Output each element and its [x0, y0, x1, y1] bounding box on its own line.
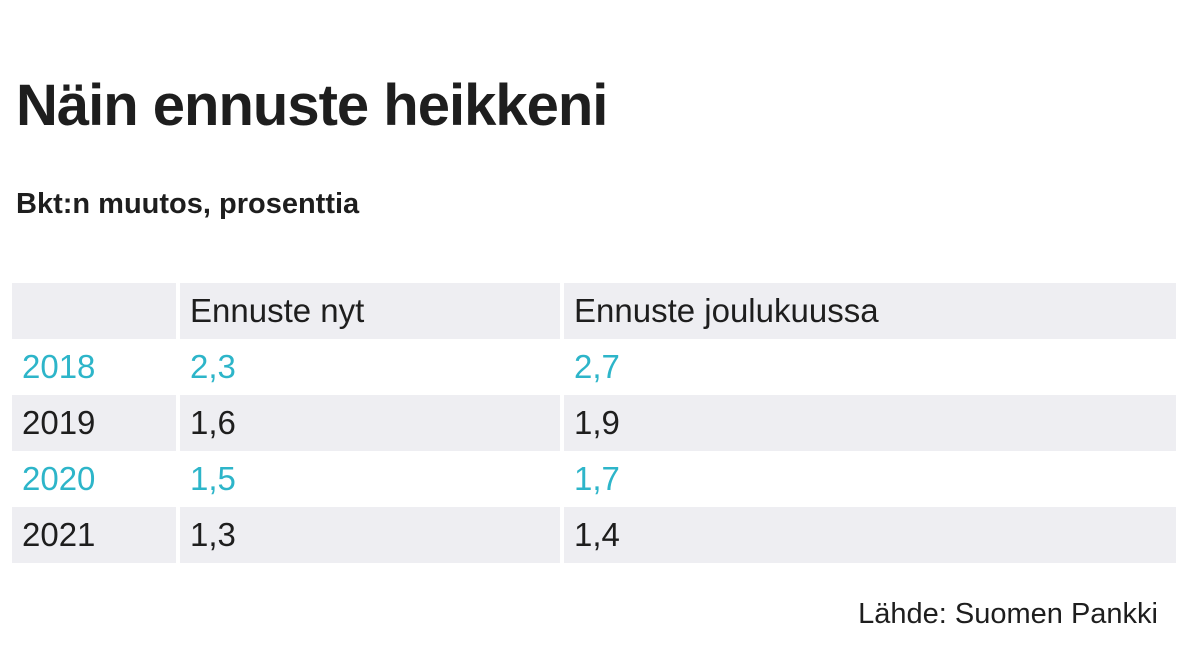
table-row: 2018 2,3 2,7	[12, 339, 1176, 395]
title: Näin ennuste heikkeni	[16, 73, 608, 138]
header-cell: Ennuste nyt	[176, 283, 562, 339]
table-cell: 1,6	[176, 395, 562, 451]
table-cell: 2019	[12, 395, 178, 451]
data-table: Ennuste nyt Ennuste joulukuussa 2018 2,3 2…	[12, 283, 1176, 563]
header-cell: Ennuste joulukuussa	[560, 283, 1176, 339]
table-cell: 1,9	[560, 395, 1176, 451]
table-cell: 1,7	[560, 451, 1176, 507]
source: Lähde: Suomen Pankki	[858, 598, 1158, 630]
header-cell	[12, 283, 178, 339]
table-cell: 2020	[22, 460, 96, 497]
table-cell: 1,3	[176, 507, 562, 563]
table-cell: 1,5	[176, 451, 562, 507]
table-cell: 2,7	[560, 339, 1176, 395]
table-cell: 1,4	[560, 507, 1176, 563]
table-row: 2021 1,3 1,4	[12, 507, 1176, 563]
table-cell: 2018	[22, 348, 96, 385]
subtitle: Bkt:n muutos, prosenttia	[16, 188, 360, 220]
table-cell: 2,3	[176, 339, 562, 395]
table-row: 2020 1,5 1,7	[12, 451, 1176, 507]
header-row: Ennuste nyt Ennuste joulukuussa	[12, 283, 1176, 339]
table-cell: 2021	[12, 507, 178, 563]
table-row: 2019 1,6 1,9	[12, 395, 1176, 451]
